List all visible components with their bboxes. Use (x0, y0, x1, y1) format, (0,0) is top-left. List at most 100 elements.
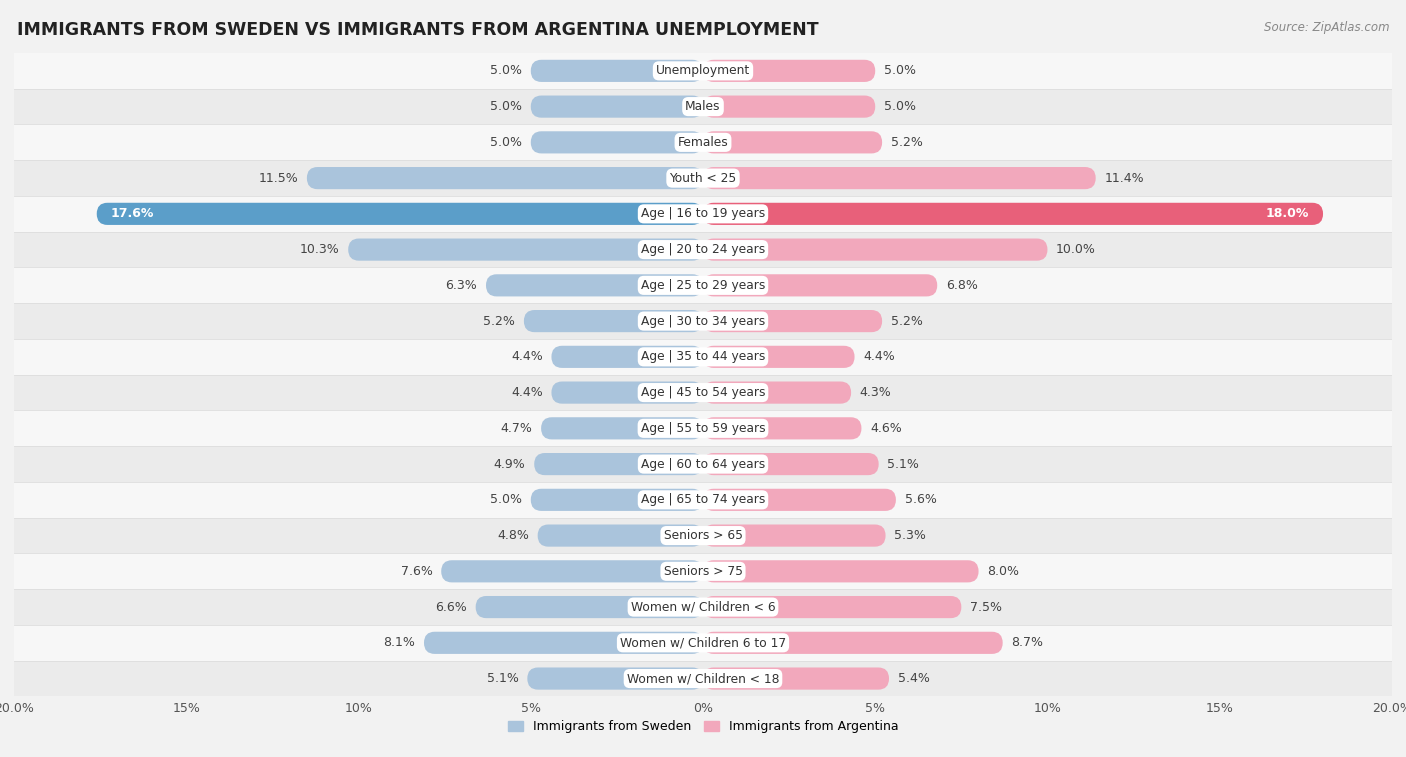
FancyBboxPatch shape (531, 131, 703, 154)
Text: 5.0%: 5.0% (884, 64, 915, 77)
FancyBboxPatch shape (551, 346, 703, 368)
FancyBboxPatch shape (524, 310, 703, 332)
Text: 18.0%: 18.0% (1265, 207, 1309, 220)
Text: Age | 35 to 44 years: Age | 35 to 44 years (641, 350, 765, 363)
Bar (14, 375, 1392, 410)
FancyBboxPatch shape (531, 60, 703, 82)
FancyBboxPatch shape (527, 668, 703, 690)
Text: Age | 20 to 24 years: Age | 20 to 24 years (641, 243, 765, 256)
FancyBboxPatch shape (703, 346, 855, 368)
FancyBboxPatch shape (531, 95, 703, 117)
Text: Age | 30 to 34 years: Age | 30 to 34 years (641, 315, 765, 328)
Bar (14, 196, 1392, 232)
Text: 17.6%: 17.6% (111, 207, 153, 220)
Text: 4.8%: 4.8% (498, 529, 529, 542)
Text: 5.2%: 5.2% (891, 136, 922, 149)
FancyBboxPatch shape (703, 632, 1002, 654)
Bar (14, 232, 1392, 267)
Text: Age | 25 to 29 years: Age | 25 to 29 years (641, 279, 765, 292)
FancyBboxPatch shape (425, 632, 703, 654)
Text: Youth < 25: Youth < 25 (669, 172, 737, 185)
Text: 10.3%: 10.3% (299, 243, 340, 256)
Text: 4.4%: 4.4% (863, 350, 896, 363)
Bar (14, 482, 1392, 518)
FancyBboxPatch shape (703, 131, 882, 154)
Text: 4.3%: 4.3% (859, 386, 891, 399)
Text: Women w/ Children < 18: Women w/ Children < 18 (627, 672, 779, 685)
Text: Age | 45 to 54 years: Age | 45 to 54 years (641, 386, 765, 399)
FancyBboxPatch shape (703, 525, 886, 547)
Bar (14, 339, 1392, 375)
Text: 5.0%: 5.0% (884, 100, 915, 113)
Bar (14, 589, 1392, 625)
Bar (14, 553, 1392, 589)
FancyBboxPatch shape (703, 560, 979, 582)
Text: Age | 65 to 74 years: Age | 65 to 74 years (641, 494, 765, 506)
FancyBboxPatch shape (307, 167, 703, 189)
FancyBboxPatch shape (534, 453, 703, 475)
Text: 7.5%: 7.5% (970, 600, 1002, 614)
Bar (14, 304, 1392, 339)
FancyBboxPatch shape (703, 489, 896, 511)
Text: 7.6%: 7.6% (401, 565, 433, 578)
Bar (14, 410, 1392, 446)
FancyBboxPatch shape (475, 596, 703, 618)
FancyBboxPatch shape (703, 382, 851, 403)
Text: 5.1%: 5.1% (486, 672, 519, 685)
Text: 6.8%: 6.8% (946, 279, 977, 292)
FancyBboxPatch shape (541, 417, 703, 439)
FancyBboxPatch shape (703, 417, 862, 439)
FancyBboxPatch shape (703, 310, 882, 332)
Text: Seniors > 75: Seniors > 75 (664, 565, 742, 578)
FancyBboxPatch shape (703, 668, 889, 690)
Text: Age | 16 to 19 years: Age | 16 to 19 years (641, 207, 765, 220)
Text: 11.4%: 11.4% (1104, 172, 1144, 185)
FancyBboxPatch shape (97, 203, 703, 225)
Bar (14, 267, 1392, 304)
Text: 5.2%: 5.2% (484, 315, 515, 328)
Text: 5.2%: 5.2% (891, 315, 922, 328)
FancyBboxPatch shape (703, 95, 875, 117)
Bar (14, 661, 1392, 696)
Text: IMMIGRANTS FROM SWEDEN VS IMMIGRANTS FROM ARGENTINA UNEMPLOYMENT: IMMIGRANTS FROM SWEDEN VS IMMIGRANTS FRO… (17, 21, 818, 39)
FancyBboxPatch shape (537, 525, 703, 547)
Bar (14, 446, 1392, 482)
FancyBboxPatch shape (703, 203, 1323, 225)
Text: 4.6%: 4.6% (870, 422, 901, 435)
Bar (14, 124, 1392, 160)
Bar (14, 625, 1392, 661)
Bar (14, 518, 1392, 553)
FancyBboxPatch shape (551, 382, 703, 403)
Text: 5.0%: 5.0% (491, 64, 522, 77)
Text: 4.9%: 4.9% (494, 457, 526, 471)
FancyBboxPatch shape (703, 453, 879, 475)
Text: 4.4%: 4.4% (510, 386, 543, 399)
Bar (14, 89, 1392, 124)
Text: 11.5%: 11.5% (259, 172, 298, 185)
Text: 5.0%: 5.0% (491, 100, 522, 113)
Text: 8.7%: 8.7% (1011, 637, 1043, 650)
Bar (14, 53, 1392, 89)
Bar (14, 160, 1392, 196)
Text: 5.1%: 5.1% (887, 457, 920, 471)
FancyBboxPatch shape (531, 489, 703, 511)
Text: Unemployment: Unemployment (655, 64, 751, 77)
Text: Women w/ Children < 6: Women w/ Children < 6 (631, 600, 775, 614)
Text: Women w/ Children 6 to 17: Women w/ Children 6 to 17 (620, 637, 786, 650)
Text: 10.0%: 10.0% (1056, 243, 1095, 256)
Text: Seniors > 65: Seniors > 65 (664, 529, 742, 542)
Text: Males: Males (685, 100, 721, 113)
FancyBboxPatch shape (703, 596, 962, 618)
Legend: Immigrants from Sweden, Immigrants from Argentina: Immigrants from Sweden, Immigrants from … (503, 715, 903, 738)
Text: 5.0%: 5.0% (491, 136, 522, 149)
Text: 6.6%: 6.6% (436, 600, 467, 614)
FancyBboxPatch shape (703, 60, 875, 82)
Text: 5.4%: 5.4% (897, 672, 929, 685)
Text: 8.1%: 8.1% (384, 637, 415, 650)
Text: 4.7%: 4.7% (501, 422, 533, 435)
Text: 8.0%: 8.0% (987, 565, 1019, 578)
FancyBboxPatch shape (349, 238, 703, 260)
FancyBboxPatch shape (441, 560, 703, 582)
Text: 5.3%: 5.3% (894, 529, 927, 542)
FancyBboxPatch shape (703, 274, 938, 297)
